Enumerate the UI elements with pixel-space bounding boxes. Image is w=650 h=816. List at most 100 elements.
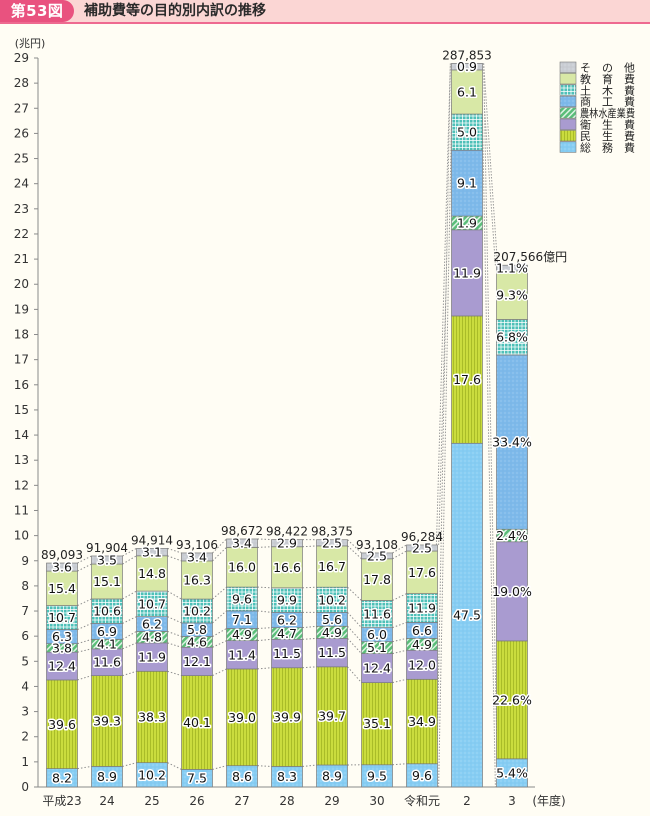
data-label-somu: 8.3	[277, 769, 297, 784]
connector-line	[257, 610, 272, 613]
connector-line	[167, 762, 182, 770]
connector-line	[257, 538, 272, 541]
legend-swatch-norin	[559, 107, 577, 119]
connector-line	[392, 593, 407, 601]
connector-line	[392, 550, 407, 560]
data-label-eisei: 12.1	[183, 654, 211, 669]
data-label-doboku: 10.2	[318, 592, 346, 607]
y-tick-label: 16	[14, 378, 29, 392]
connector-line	[347, 625, 362, 642]
connector-line	[347, 638, 362, 654]
y-tick-label: 22	[14, 227, 29, 241]
connector-line	[257, 627, 272, 630]
data-label-other: 3.4	[232, 536, 252, 551]
scale-connector-gap	[481, 63, 498, 788]
connector-line	[77, 638, 92, 645]
bar-segment-other	[271, 539, 303, 548]
connector-lines	[77, 63, 499, 788]
data-label-minsei: 39.0	[228, 710, 256, 725]
data-label-somu: 9.6	[412, 768, 432, 783]
bar-segment-eisei	[136, 642, 168, 672]
y-tick-label: 14	[14, 428, 29, 442]
connector-line	[257, 765, 272, 767]
data-label-minsei: 39.9	[273, 710, 301, 725]
data-label-other: 2.9	[277, 536, 297, 551]
data-label-other: 2.5	[367, 548, 387, 563]
data-label-kyoiku: 6.1	[457, 84, 477, 99]
y-tick-label: 24	[14, 177, 29, 191]
data-label-other: 3.1	[142, 545, 162, 560]
data-labels: 8.2 39.6 12.4 3.86.3 10.7 15.4 3.689,093 8.9 39.…	[41, 48, 568, 787]
data-label-norin: 4.7	[277, 626, 297, 641]
data-label-other: 3.6	[52, 560, 72, 575]
y-tick-label: 25	[14, 152, 29, 166]
bar-segment-kyoiku	[316, 545, 348, 588]
bar-segment-kyoiku	[406, 550, 438, 594]
connector-line	[392, 763, 407, 766]
data-label-shoko: 6.6	[412, 623, 432, 638]
data-label-norin: 2.4%	[496, 528, 528, 543]
data-label-kyoiku: 15.4	[48, 581, 76, 596]
data-label-other: 3.5	[97, 553, 117, 568]
bar-segment-eisei	[406, 649, 438, 680]
data-label-doboku: 9.6	[232, 591, 252, 606]
connector-line	[347, 586, 362, 601]
bar-segment-other	[316, 539, 348, 547]
connector-line	[77, 555, 92, 564]
y-tick-label: 7	[21, 604, 29, 618]
data-label-kyoiku: 16.6	[273, 560, 301, 575]
connector-line	[212, 586, 227, 600]
data-label-eisei: 19.0%	[492, 584, 532, 599]
connector-line	[167, 590, 182, 600]
connector-line	[77, 563, 92, 572]
y-tick-label: 11	[14, 503, 29, 517]
connector-line	[122, 547, 137, 557]
x-axis-title: (年度)	[532, 793, 565, 808]
figure-header: 第53図 補助費等の目的別内訳の推移	[0, 0, 650, 24]
data-label-other: 2.5	[412, 540, 432, 555]
data-label-norin: 3.8	[52, 640, 72, 655]
total-label: 91,904	[86, 541, 128, 555]
data-label-doboku: 6.8%	[496, 330, 528, 345]
bar-segment-eisei	[271, 638, 303, 669]
data-label-doboku: 11.6	[363, 607, 391, 622]
data-label-norin: 4.8	[142, 630, 162, 645]
connector-line	[167, 555, 182, 562]
data-label-eisei: 11.5	[318, 645, 346, 660]
data-label-minsei: 17.6	[453, 372, 481, 387]
data-label-eisei: 12.4	[48, 659, 76, 674]
data-label-eisei: 11.9	[453, 265, 481, 280]
bar-segment-doboku	[91, 598, 123, 624]
bar-segment-other	[46, 562, 78, 572]
bar-segment-somu	[451, 442, 483, 788]
bar-segment-doboku	[496, 319, 528, 356]
x-tick-label: 29	[324, 794, 339, 808]
bars	[46, 63, 528, 788]
data-label-minsei: 40.1	[183, 715, 211, 730]
data-label-eisei: 11.6	[93, 655, 121, 670]
x-tick-label: 2	[463, 794, 471, 808]
x-tick-label: 28	[279, 794, 294, 808]
bar-segment-eisei	[91, 648, 123, 676]
data-label-shoko: 5.6	[322, 612, 342, 627]
data-label-doboku: 10.7	[138, 596, 166, 611]
legend-swatch-shoko	[559, 95, 577, 108]
y-tick-label: 28	[14, 76, 29, 90]
connector-line	[167, 630, 182, 637]
data-label-doboku: 10.2	[183, 603, 211, 618]
bar-segment-other	[451, 63, 483, 71]
data-label-somu: 5.4%	[496, 765, 528, 780]
data-label-somu: 8.9	[97, 769, 117, 784]
legend-swatch-other	[559, 61, 577, 73]
connector-line	[77, 765, 92, 770]
scale-connector-gap	[481, 63, 498, 266]
data-label-somu: 9.5	[367, 768, 387, 783]
x-tick-label: 3	[508, 794, 516, 808]
total-label: 207,566億円	[494, 250, 568, 264]
figure-number-badge: 第53図	[0, 0, 74, 22]
y-tick-label: 20	[14, 277, 29, 291]
data-label-eisei: 12.4	[363, 661, 391, 676]
total-label: 96,284	[401, 530, 443, 544]
data-label-somu: 8.9	[322, 768, 342, 783]
